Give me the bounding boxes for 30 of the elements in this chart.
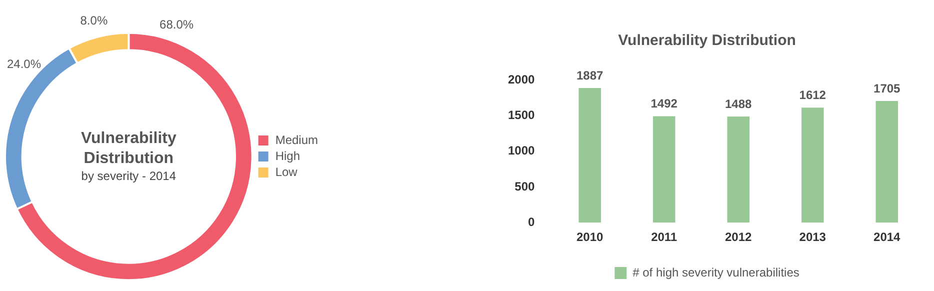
legend-label: # of high severity vulnerabilities <box>632 265 800 280</box>
text: by severity - 2014 <box>81 168 176 183</box>
y-tick-label: 1500 <box>508 108 536 122</box>
x-tick-label: 2014 <box>874 230 901 244</box>
x-tick-label: 2010 <box>576 230 604 244</box>
legend-label: Medium <box>275 132 318 147</box>
x-tick-label: 2013 <box>799 230 826 244</box>
x-tick-label: 2012 <box>724 230 752 244</box>
data-label: 1492 <box>650 96 678 111</box>
bar <box>876 101 898 223</box>
data-label: 24.0% <box>6 56 42 71</box>
bar <box>652 116 676 223</box>
bar <box>727 116 750 223</box>
legend-label: High <box>275 148 300 163</box>
data-label: 1488 <box>724 96 752 111</box>
chart-title: Vulnerability Distribution <box>618 32 796 50</box>
data-label: 68.0% <box>160 18 194 32</box>
y-tick-label: 500 <box>514 179 536 194</box>
legend-label: Low <box>275 164 298 179</box>
x-tick-label: 2011 <box>651 230 678 244</box>
data-label: 1887 <box>576 68 604 82</box>
y-tick-label: 2000 <box>508 72 536 86</box>
y-tick-label: 1000 <box>508 144 536 158</box>
data-label: 1705 <box>874 81 901 96</box>
y-tick-label: 0 <box>528 214 536 229</box>
data-label: 1612 <box>799 88 826 102</box>
bar <box>578 88 601 223</box>
data-label: 8.0% <box>80 14 108 28</box>
text: Vulnerability Distribution <box>80 130 176 167</box>
bar <box>801 108 824 223</box>
